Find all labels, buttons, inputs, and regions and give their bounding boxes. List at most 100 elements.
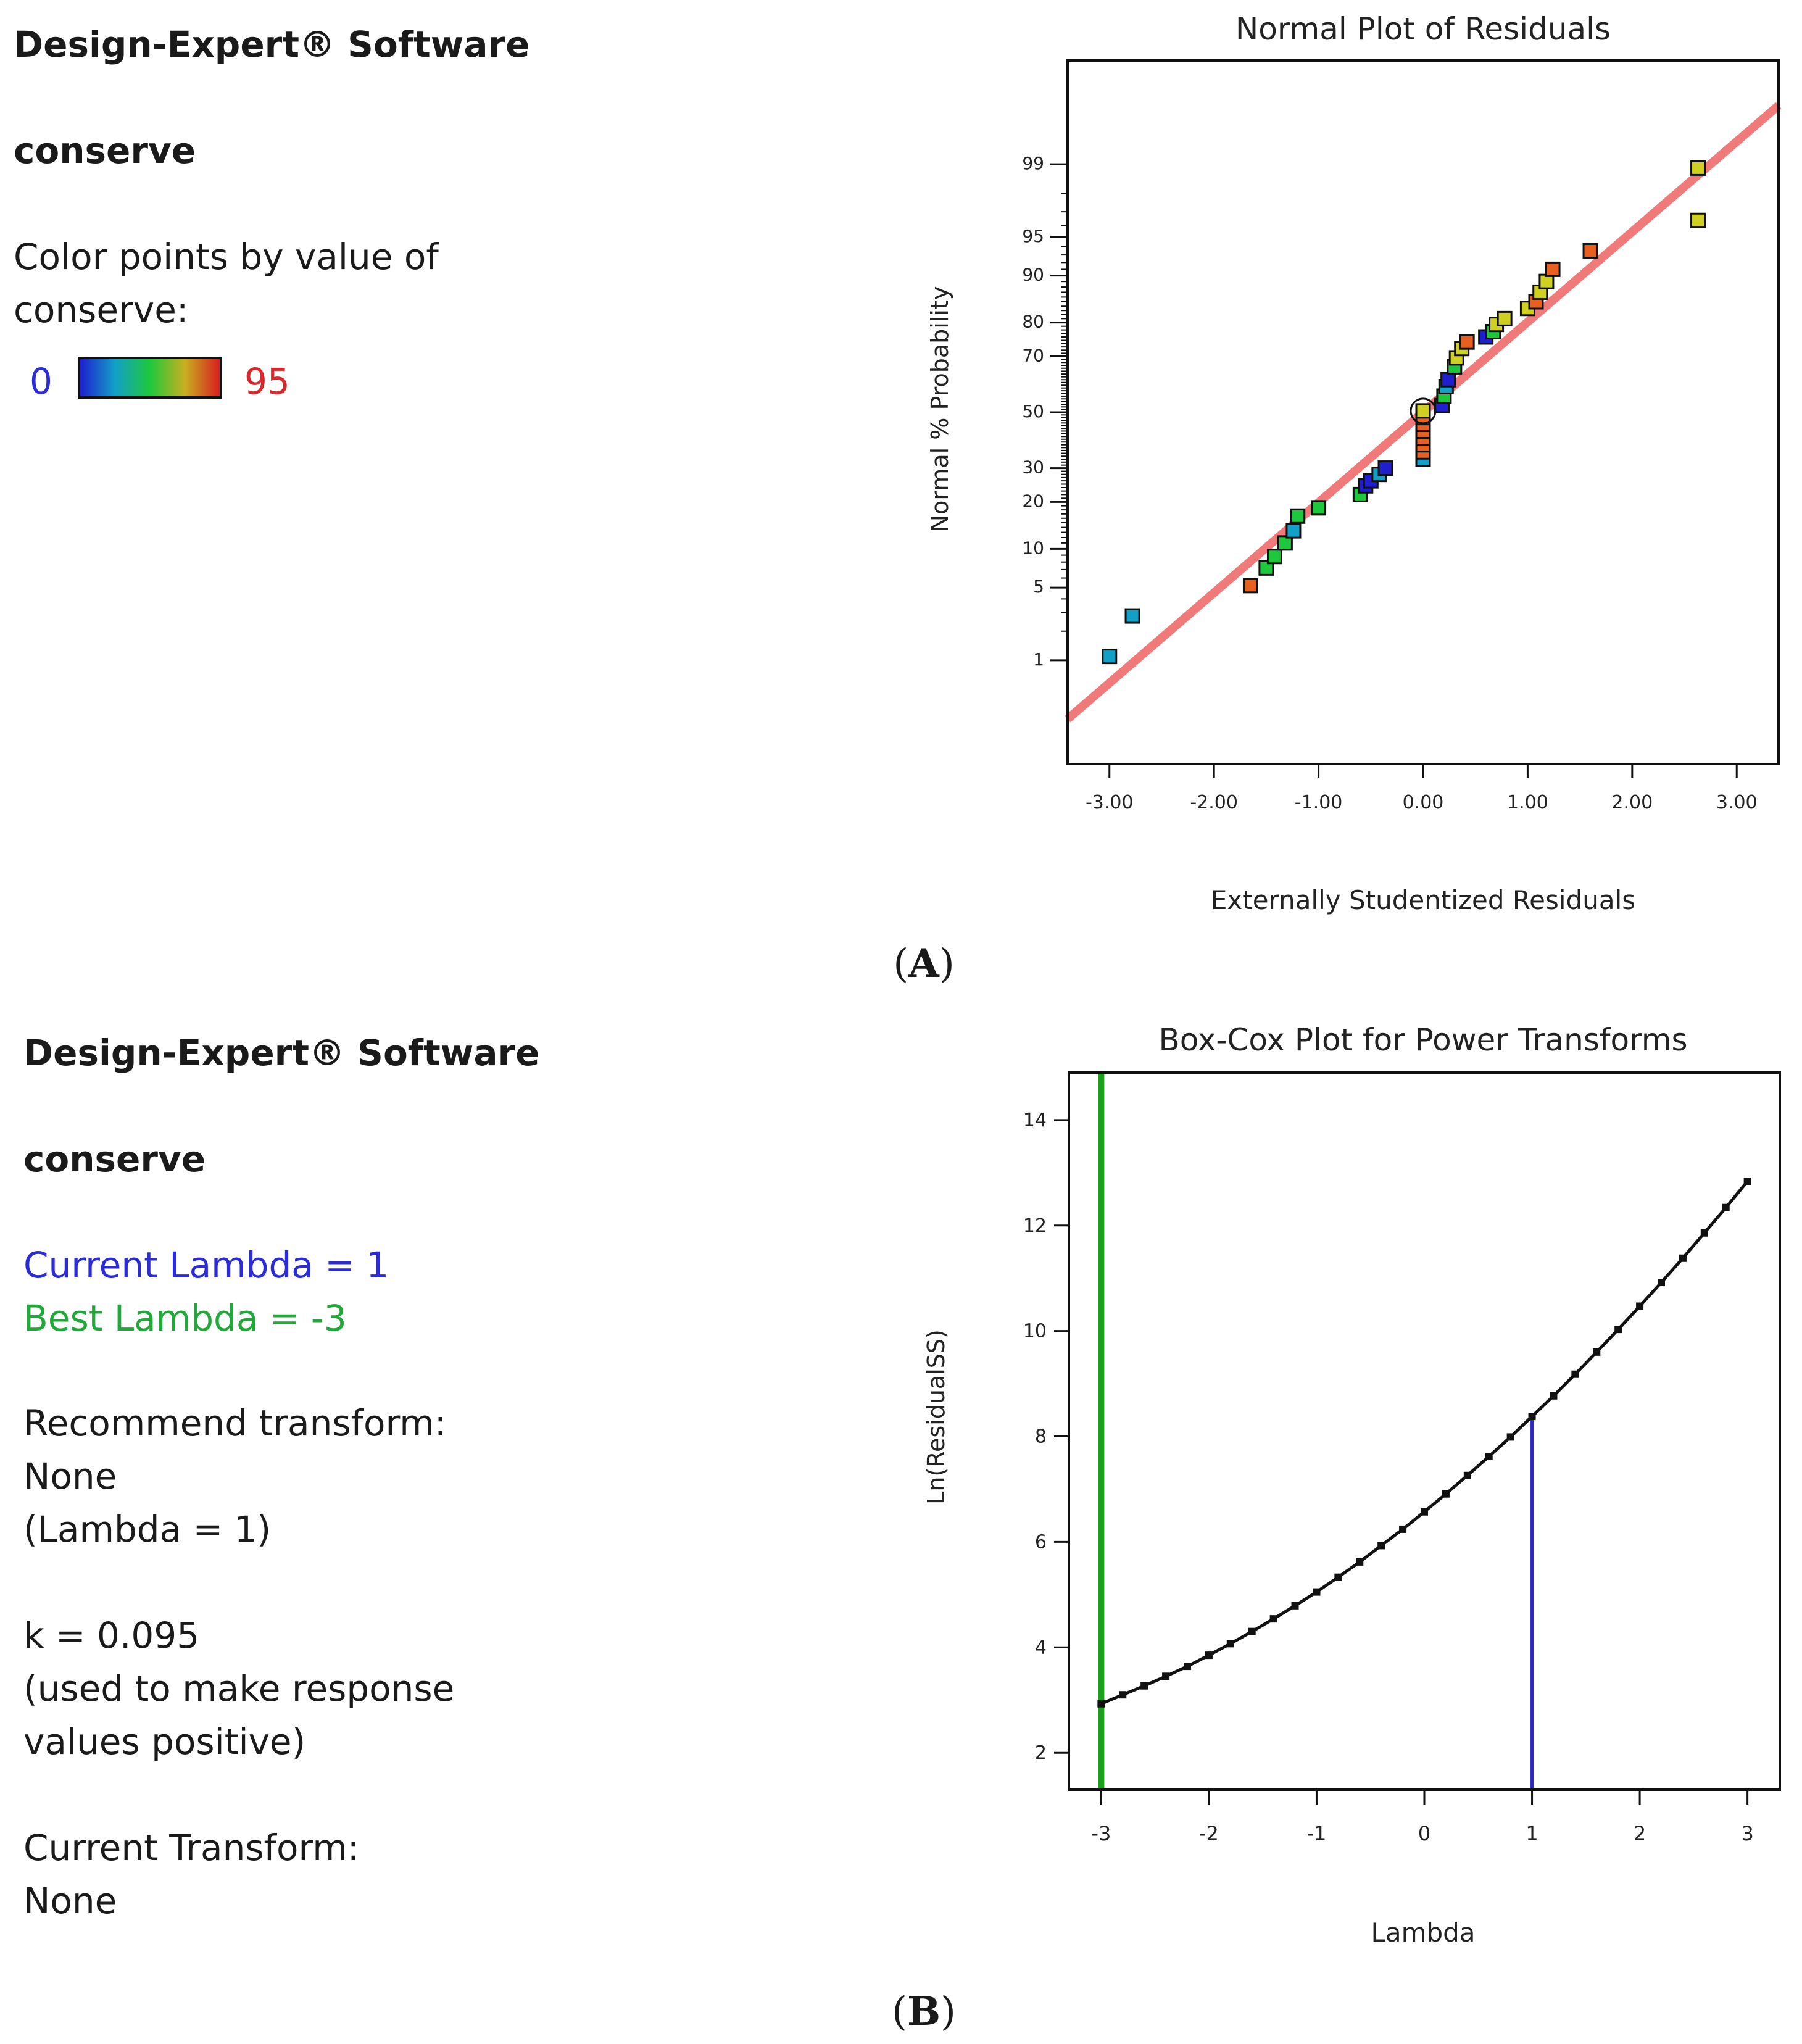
- y-tick-label: 90: [1022, 265, 1044, 285]
- x-tick-label: 0.00: [1403, 792, 1444, 813]
- panel-b-response-name: conserve: [23, 1138, 206, 1180]
- residual-point: [1290, 508, 1306, 524]
- y-tick-label: 50: [1022, 401, 1044, 422]
- normal-plot-of-residuals-chart: Normal Plot of Residuals 1 5 10 20 30 50 70 80 9…: [926, 11, 1782, 915]
- chart-a-plot-frame: [1066, 59, 1780, 765]
- box-cox-point: [1571, 1370, 1579, 1378]
- box-cox-point: [1550, 1392, 1558, 1400]
- residual-point: [1415, 403, 1431, 419]
- box-cox-point: [1463, 1471, 1471, 1479]
- panel-a-color-caption-line1: Color points by value of: [14, 236, 439, 278]
- recommend-transform-value: None: [23, 1455, 117, 1497]
- residual-point: [1266, 549, 1282, 565]
- box-cox-point: [1743, 1178, 1751, 1186]
- color-scale-max-label: 95: [244, 360, 290, 402]
- residual-point: [1459, 334, 1475, 350]
- current-transform-value: None: [23, 1880, 117, 1922]
- box-cox-point: [1421, 1508, 1428, 1516]
- y-tick-label: 95: [1022, 226, 1044, 246]
- box-cox-point: [1356, 1558, 1364, 1566]
- recommend-transform-label: Recommend transform:: [23, 1402, 447, 1444]
- y-tick-label: 12: [1023, 1215, 1047, 1237]
- x-tick-label: 1.00: [1507, 792, 1548, 813]
- k-value-text: k = 0.095: [23, 1614, 200, 1656]
- box-cox-point: [1226, 1640, 1234, 1648]
- x-tick-label: -3: [1091, 1822, 1111, 1845]
- best-lambda-text: Best Lambda = -3: [23, 1297, 347, 1339]
- color-scale-bar: [78, 357, 222, 399]
- box-cox-point: [1291, 1602, 1299, 1610]
- residual-point: [1258, 560, 1274, 576]
- k-note-line2: values positive): [23, 1721, 306, 1763]
- box-cox-point: [1700, 1229, 1708, 1237]
- y-tick-label: 2: [1035, 1742, 1047, 1764]
- y-tick-label: 4: [1035, 1637, 1047, 1658]
- box-cox-point: [1119, 1691, 1127, 1699]
- box-cox-point: [1722, 1203, 1730, 1211]
- box-cox-point: [1528, 1413, 1536, 1421]
- box-cox-plot-chart: Box-Cox Plot for Power Transforms 246810…: [923, 1022, 1781, 1948]
- box-cox-point: [1269, 1615, 1277, 1623]
- box-cox-point: [1248, 1627, 1256, 1635]
- panel-a-software-title: Design-Expert® Software: [14, 23, 530, 65]
- box-cox-point: [1377, 1542, 1385, 1550]
- chart-b-title: Box-Cox Plot for Power Transforms: [1158, 1022, 1687, 1058]
- y-tick-label: 99: [1022, 153, 1044, 173]
- panel-b-software-title: Design-Expert® Software: [23, 1032, 540, 1074]
- residual-point: [1497, 310, 1513, 326]
- box-cox-point: [1140, 1682, 1148, 1690]
- panel-a-color-caption-line2: conserve:: [14, 289, 189, 331]
- y-tick-label: 20: [1022, 491, 1044, 511]
- box-cox-point: [1614, 1326, 1622, 1334]
- x-tick-label: 3: [1741, 1822, 1753, 1845]
- y-tick-label: 14: [1023, 1110, 1047, 1131]
- box-cox-point: [1442, 1490, 1450, 1498]
- current-lambda-text: Current Lambda = 1: [23, 1244, 389, 1286]
- box-cox-point: [1485, 1453, 1493, 1461]
- y-tick-label: 30: [1022, 457, 1044, 478]
- box-cox-point: [1184, 1663, 1191, 1671]
- residual-point: [1102, 649, 1118, 665]
- x-tick-label: 1: [1526, 1822, 1538, 1845]
- residual-point: [1690, 212, 1706, 228]
- x-tick-label: -1: [1307, 1822, 1327, 1845]
- y-tick-label: 5: [1033, 576, 1044, 597]
- x-tick-label: 0: [1418, 1822, 1430, 1845]
- box-cox-point: [1658, 1279, 1665, 1287]
- y-tick-label: 10: [1023, 1321, 1047, 1342]
- panel-a-label: (A): [893, 941, 955, 987]
- chart-b-plot-frame: [1068, 1071, 1781, 1791]
- x-tick-label: -2.00: [1190, 792, 1238, 813]
- residual-point: [1440, 372, 1456, 388]
- recommend-lambda-value: (Lambda = 1): [23, 1508, 272, 1550]
- chart-a-x-axis-label: Externally Studentized Residuals: [1211, 885, 1635, 915]
- y-tick-label: 70: [1022, 345, 1044, 365]
- box-cox-point: [1506, 1433, 1514, 1441]
- overlap-marker: [1410, 397, 1437, 425]
- residual-point: [1377, 460, 1393, 476]
- x-tick-label: -1.00: [1295, 792, 1343, 813]
- x-tick-label: 2: [1634, 1822, 1646, 1845]
- box-cox-point: [1162, 1672, 1170, 1680]
- residual-point: [1582, 243, 1598, 259]
- box-cox-point: [1313, 1588, 1321, 1596]
- box-cox-point: [1097, 1700, 1105, 1708]
- k-note-line1: (used to make response: [23, 1668, 455, 1710]
- color-scale-min-label: 0: [30, 360, 52, 402]
- box-cox-point: [1679, 1254, 1687, 1262]
- current-transform-label: Current Transform:: [23, 1827, 360, 1869]
- box-cox-point: [1205, 1651, 1213, 1660]
- y-tick-label: 8: [1035, 1426, 1047, 1448]
- x-tick-label: -3.00: [1086, 792, 1134, 813]
- residual-point: [1311, 500, 1327, 516]
- chart-a-y-axis-label: Normal % Probability: [926, 286, 953, 533]
- residual-point: [1285, 523, 1302, 539]
- chart-b-x-axis-label: Lambda: [1371, 1917, 1475, 1948]
- y-tick-label: 80: [1022, 312, 1044, 332]
- residual-point: [1124, 608, 1140, 624]
- chart-a-title: Normal Plot of Residuals: [1235, 11, 1611, 47]
- x-tick-label: -2: [1199, 1822, 1219, 1845]
- x-tick-label: 2.00: [1611, 792, 1653, 813]
- panel-b-label: (B): [891, 1988, 957, 2035]
- y-tick-label: 6: [1035, 1531, 1047, 1553]
